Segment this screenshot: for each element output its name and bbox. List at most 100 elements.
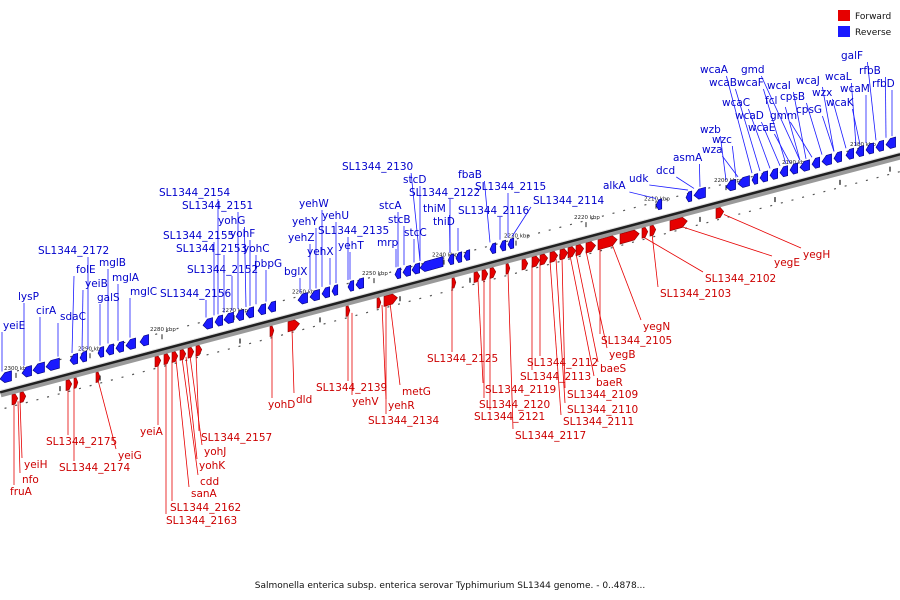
- gene-label: fbaB: [458, 169, 482, 181]
- reverse-gene: [499, 239, 507, 252]
- scale-ticks: 2300 kbp 2290 kbp 2280 kbp 2270 kbp 2260 kbp…: [4, 142, 891, 392]
- gene-label: cpsG: [796, 104, 822, 116]
- label-connector: [244, 226, 247, 307]
- gene-label: yehY: [292, 216, 318, 228]
- label-connector: [721, 155, 739, 178]
- forward-gene: [451, 277, 457, 289]
- label-connector: [831, 98, 847, 149]
- scale-tick-label: 2190 kbp: [782, 160, 808, 166]
- gene-label: cirA: [36, 305, 57, 317]
- forward-gene: [171, 351, 179, 363]
- label-connector: [81, 289, 84, 351]
- label-connector: [735, 88, 761, 172]
- reverse-gene: [0, 370, 12, 383]
- scale-tick-label: 2230 kbp: [504, 234, 530, 240]
- reverse-gene: [214, 314, 223, 327]
- reverse-gene: [463, 249, 471, 261]
- gene-label: baeR: [596, 377, 623, 389]
- reverse-gene: [833, 150, 842, 163]
- axis-band: [0, 152, 900, 394]
- label-connector: [641, 235, 704, 273]
- reverse-gene: [79, 350, 88, 363]
- legend: Forward Reverse: [838, 10, 892, 38]
- gene-label: asmA: [673, 152, 703, 164]
- gene-label: yohG: [218, 215, 245, 227]
- label-connector: [291, 328, 295, 394]
- label-connector: [97, 379, 117, 450]
- gene-label: yehU: [322, 210, 349, 222]
- gene-label: thiM: [423, 203, 446, 215]
- reverse-gene: [507, 237, 515, 250]
- label-connector: [760, 75, 801, 161]
- gene-label: wcaL: [825, 71, 852, 83]
- label-connector: [19, 400, 23, 459]
- forward-gene: [287, 319, 300, 333]
- label-connector: [449, 214, 451, 254]
- gene-label: wzc: [712, 134, 732, 146]
- label-connector: [793, 91, 807, 159]
- gene-label: yohK: [199, 460, 226, 472]
- gene-label: fruA: [10, 486, 33, 498]
- reverse-gene: [811, 156, 820, 169]
- gene-label: cdd: [200, 476, 219, 488]
- forward-gene: [95, 371, 101, 384]
- label-connector: [822, 86, 835, 152]
- forward-gene: [585, 241, 596, 254]
- gene-label: wcaF: [737, 77, 764, 89]
- label-connector: [611, 244, 642, 321]
- forward-gene: [269, 325, 275, 337]
- gene-label: dcd: [656, 165, 675, 177]
- gene-label: SL1344_2109: [567, 389, 638, 401]
- gene-label: wcaE: [748, 122, 775, 134]
- forward-gene: [715, 207, 725, 220]
- gene-label: yeiG: [118, 450, 142, 462]
- gene-label: dld: [296, 394, 312, 406]
- genome-axis: [0, 152, 900, 398]
- forward-gene: [154, 355, 162, 368]
- gene-label: yohC: [243, 243, 270, 255]
- gene-label: yegN: [643, 321, 670, 333]
- gene-label: stcB: [388, 214, 411, 226]
- scale-tick-label: 2290 kbp: [78, 346, 104, 352]
- scale-tick-label: 2240 kbp: [432, 253, 458, 259]
- gene-label: stcC: [404, 227, 427, 239]
- gene-label: rfbD: [872, 78, 895, 90]
- reverse-gene: [69, 352, 78, 365]
- gene-label: yehX: [307, 246, 334, 258]
- label-connector: [507, 271, 514, 430]
- gene-label: SL1344_2125: [427, 353, 498, 365]
- reverse-gene: [257, 303, 266, 316]
- scale-tick-label: 2260 kbp: [292, 290, 318, 296]
- gene-label: wcaD: [735, 110, 764, 122]
- gene-label: sdaC: [60, 311, 86, 323]
- scale-tick-label: 2270 kbp: [222, 308, 248, 314]
- gene-label: yeiA: [140, 426, 164, 438]
- gene-label: SL1344_2110: [567, 404, 638, 416]
- guide-line-lower: [4, 170, 900, 409]
- gene-label: SL1344_2115: [475, 181, 546, 193]
- gene-label: udk: [629, 173, 649, 185]
- gene-label: yehZ: [288, 232, 315, 244]
- gene-label: bglX: [284, 266, 307, 278]
- gene-label: wcaB: [709, 77, 737, 89]
- legend-reverse-swatch: [838, 26, 850, 37]
- label-connector: [189, 355, 203, 446]
- gene-label: cpsB: [780, 91, 805, 103]
- label-connector: [629, 191, 657, 199]
- gene-label: yehT: [338, 240, 364, 252]
- reverse-gene: [769, 167, 778, 180]
- gene-label: yehR: [388, 400, 415, 412]
- gene-label: SL1344_2112: [527, 357, 598, 369]
- label-connector: [484, 180, 491, 243]
- forward-gene: [11, 393, 19, 406]
- gene-label: alkA: [603, 180, 626, 192]
- reverse-gene: [411, 262, 420, 275]
- label-connector: [761, 121, 781, 166]
- forward-gene: [521, 258, 529, 271]
- forward-gene: [505, 263, 511, 275]
- gene-label: SL1344_2119: [485, 384, 556, 396]
- gene-label: SL1344_2120: [479, 399, 550, 411]
- gene-label: wza: [702, 144, 723, 156]
- gene-label: yeiB: [85, 278, 108, 290]
